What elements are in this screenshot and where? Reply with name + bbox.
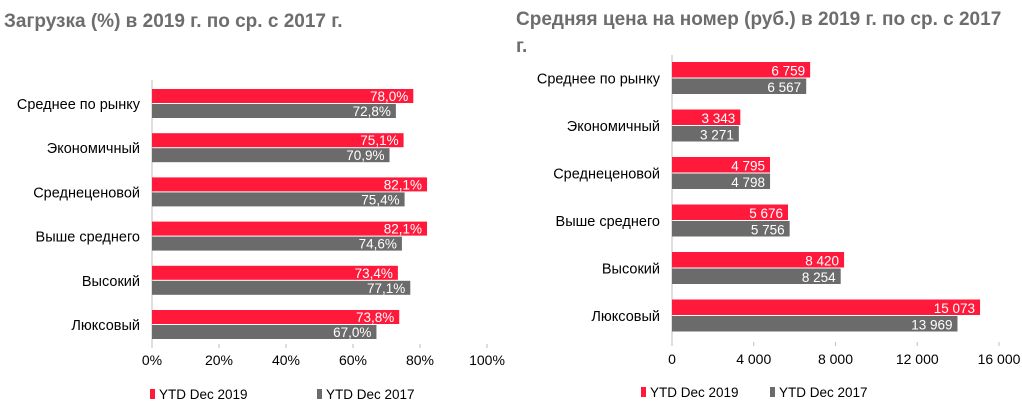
chart2-bar-2017 (672, 268, 841, 284)
chart1-data-label: 73,8% (356, 310, 394, 325)
chart1-x-tick-label: 60% (339, 352, 367, 368)
chart2-bar-2019 (672, 252, 845, 268)
chart1-bar-2019 (152, 221, 428, 236)
chart1-legend-swatch-2019 (150, 389, 155, 399)
chart1-bar-2017 (152, 104, 396, 118)
chart2-category-label: Среднеценовой (553, 167, 660, 183)
chart1-bar-2019 (152, 310, 400, 324)
chart1-bar-2017 (152, 236, 402, 251)
chart1-category-label: Среднее по рынку (17, 97, 141, 113)
chart2-x-tick-label: 8 000 (818, 351, 853, 367)
chart2-data-label: 13 969 (911, 318, 952, 333)
chart1-legend-label: YTD Dec 2019 (159, 387, 248, 402)
chart2-bar-2019 (672, 204, 789, 220)
chart2-data-label: 5 676 (749, 206, 783, 221)
chart2-category-label: Люксовый (591, 309, 660, 325)
chart1-x-tick-label: 80% (406, 352, 434, 368)
chart1-data-label: 82,1% (384, 177, 422, 192)
chart1-x-tick-label: 100% (469, 352, 505, 368)
chart2-legend-label: YTD Dec 2017 (779, 385, 868, 400)
chart1-bar-2017 (152, 325, 377, 339)
chart2-x-tick-label: 12 000 (896, 351, 939, 367)
chart2-bar-2017 (672, 78, 807, 94)
chart2-bar-2017 (672, 126, 739, 142)
chart2-data-label: 6 567 (767, 80, 801, 95)
chart1-x-tick-label: 40% (272, 352, 300, 368)
chart2-category-label: Среднее по рынку (537, 72, 661, 88)
chart2-category-label: Экономичный (567, 119, 660, 135)
chart2-legend-swatch-2017 (770, 387, 775, 397)
chart2-bar-2019 (672, 157, 770, 173)
chart2-x-tick-label: 4 000 (736, 351, 771, 367)
chart1-data-label: 74,6% (359, 237, 397, 252)
chart2-bar-2017 (672, 173, 771, 189)
chart1-data-label: 70,9% (346, 148, 384, 163)
chart2-bar-2017 (672, 316, 958, 332)
chart2-data-label: 6 759 (771, 64, 805, 79)
chart2-bar-2019 (672, 62, 811, 78)
chart1-data-label: 77,1% (367, 281, 405, 296)
chart1-bar-2019 (152, 177, 428, 192)
chart2-category-label: Выше среднего (556, 214, 660, 230)
chart2-data-label: 8 254 (802, 270, 836, 285)
chart2-category-label: Высокий (602, 262, 660, 278)
chart2-data-label: 4 798 (731, 175, 765, 190)
chart1-data-label: 75,1% (360, 133, 398, 148)
chart2-data-label: 15 073 (934, 301, 975, 316)
chart2-x-tick-label: 0 (668, 351, 676, 367)
chart2-data-label: 8 420 (805, 254, 839, 269)
chart1-bar-2019 (152, 265, 398, 280)
chart1-bar-2019 (152, 89, 414, 103)
chart1-data-label: 75,4% (361, 192, 399, 207)
chart1-bar-2019 (152, 133, 404, 148)
chart2-data-label: 4 795 (731, 159, 765, 174)
chart1-data-label: 72,8% (353, 104, 391, 119)
chart1-bar-2017 (152, 280, 411, 295)
chart1-category-label: Люксовый (71, 318, 140, 334)
chart2-legend-swatch-2019 (641, 387, 646, 397)
chart1-legend-swatch-2017 (317, 389, 322, 399)
chart2-bar-2019 (672, 109, 741, 125)
chart2-data-label: 3 271 (700, 128, 734, 143)
chart1-bar-2017 (152, 148, 390, 163)
chart1-category-label: Высокий (82, 274, 140, 290)
chart1-bar-2017 (152, 192, 405, 207)
chart1-data-label: 78,0% (370, 89, 408, 104)
chart2-title: Средняя цена на номер (руб.) в 2019 г. п… (516, 9, 1002, 57)
chart2-data-label: 3 343 (702, 111, 736, 126)
chart1-data-label: 82,1% (384, 222, 422, 237)
chart1-category-label: Выше среднего (36, 230, 140, 246)
chart1-legend-label: YTD Dec 2017 (326, 387, 415, 402)
chart2-x-tick-label: 16 000 (978, 351, 1021, 367)
chart1-data-label: 73,4% (355, 266, 393, 281)
chart1-x-tick-label: 20% (205, 352, 233, 368)
chart2-legend-label: YTD Dec 2019 (650, 385, 739, 400)
chart2-bar-2017 (672, 221, 790, 237)
chart2-data-label: 5 756 (751, 223, 785, 238)
chart1-data-label: 67,0% (333, 325, 371, 340)
chart1-x-tick-label: 0% (142, 352, 162, 368)
chart1-title: Загрузка (%) в 2019 г. по ср. с 2017 г. (4, 11, 343, 32)
chart1-category-label: Экономичный (47, 141, 140, 157)
chart2-bar-2019 (672, 299, 981, 315)
chart1-category-label: Среднеценовой (33, 185, 140, 201)
